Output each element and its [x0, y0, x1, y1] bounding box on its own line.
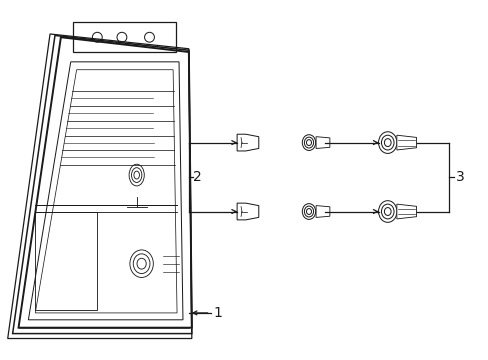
Polygon shape — [396, 135, 416, 150]
Text: 3: 3 — [455, 170, 464, 184]
Polygon shape — [237, 134, 258, 151]
Polygon shape — [315, 137, 329, 148]
Polygon shape — [237, 203, 258, 220]
Text: 2: 2 — [192, 170, 201, 184]
Text: 1: 1 — [213, 306, 222, 320]
Polygon shape — [315, 206, 329, 217]
Polygon shape — [396, 204, 416, 219]
